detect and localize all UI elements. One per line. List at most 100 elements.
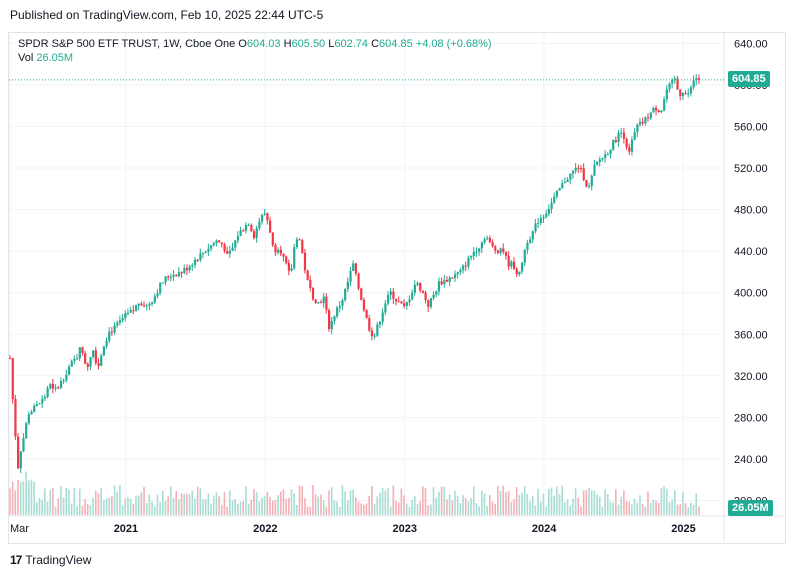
volume-bar (346, 500, 349, 515)
volume-bar (70, 503, 73, 515)
candle-body (151, 302, 154, 304)
candle-body (327, 309, 331, 330)
volume-bar (255, 492, 258, 515)
candle-body (550, 202, 553, 209)
candle-body (314, 299, 317, 303)
candle-body (400, 301, 403, 304)
volume-bar (590, 490, 593, 515)
candle-body (346, 281, 349, 289)
volume-bar (615, 489, 617, 515)
volume-bar (137, 495, 140, 515)
candle-body (344, 288, 347, 301)
volume-bar (572, 498, 574, 515)
candle-body (386, 294, 390, 304)
high-label: H (283, 38, 292, 50)
candle-body (486, 237, 489, 239)
candle-body (140, 303, 143, 306)
candle-body (630, 139, 634, 152)
candle-body (376, 324, 379, 336)
volume-bar (577, 497, 580, 515)
volume-bar (60, 485, 62, 515)
candle-body (521, 262, 524, 272)
volume-bar (330, 487, 333, 515)
candle-body (424, 292, 427, 301)
last-price-tag: 604.85 (728, 70, 770, 87)
volume-bar (304, 498, 306, 515)
candle-body (590, 175, 593, 187)
candle-body (421, 290, 425, 293)
candle-body (445, 279, 449, 282)
volume-bar (54, 506, 57, 515)
candle-body (617, 132, 620, 142)
volume-bar (188, 494, 191, 515)
volume-bar (443, 486, 446, 515)
volume-bar (204, 499, 207, 515)
candle-body (325, 296, 328, 310)
candle-body (341, 300, 344, 306)
candle-body (41, 398, 44, 404)
volume-bar (497, 485, 499, 515)
candle-body (285, 256, 288, 264)
tradingview-brand[interactable]: 17 TradingView (10, 553, 91, 567)
candle-body (295, 239, 299, 248)
volume-bar (296, 505, 298, 515)
volume-bar (11, 481, 14, 515)
candle-body (671, 80, 674, 84)
candle-body (121, 318, 124, 321)
volume-bar (531, 496, 534, 515)
candle-body (419, 283, 422, 291)
candle-body (453, 274, 457, 278)
x-tick-label: 2021 (114, 523, 138, 535)
candle-body (164, 276, 167, 283)
volume-bar (76, 506, 78, 515)
candle-body (403, 303, 406, 306)
volume-bar (585, 490, 588, 515)
volume-bar (156, 494, 159, 515)
volume-bar (266, 491, 269, 515)
volume-bar (229, 490, 231, 515)
volume-bar (191, 490, 194, 515)
volume-bar (440, 486, 443, 515)
volume-bar (159, 502, 161, 515)
volume-bar (451, 500, 454, 515)
volume-bar (419, 501, 421, 515)
volume-bar (325, 506, 328, 515)
candle-body (622, 132, 626, 139)
candle-body (352, 263, 355, 271)
candle-body (625, 138, 628, 148)
volume-bar (649, 503, 652, 515)
candle-body (413, 284, 416, 293)
candle-body (204, 251, 207, 254)
candle-body (435, 291, 438, 295)
candle-body (277, 249, 280, 253)
candle-body (73, 358, 76, 361)
volume-bar (245, 486, 247, 515)
candle-body (470, 256, 473, 258)
symbol-legend: SPDR S&P 500 ETF TRUST, 1W, Cboe One O60… (18, 36, 492, 52)
volume-bar (534, 505, 537, 515)
candle-body (378, 321, 382, 325)
candle-body (542, 216, 545, 219)
y-tick-label: 360.00 (734, 329, 768, 341)
candle-body (132, 310, 135, 312)
candle-body (100, 355, 103, 366)
volume-bar (456, 495, 459, 515)
candle-body (126, 312, 130, 314)
candle-body (437, 281, 441, 292)
candle-body (392, 291, 395, 299)
candle-body (673, 78, 677, 81)
volume-bar (491, 501, 494, 515)
volume-bar (274, 499, 277, 515)
volume-bar (529, 501, 531, 515)
y-tick-label: 400.00 (734, 288, 768, 300)
candle-body (84, 353, 87, 364)
volume-label: Vol (18, 52, 34, 64)
volume-bar (363, 504, 365, 515)
candle-body (488, 237, 492, 243)
volume-bar (663, 486, 665, 515)
candle-body (628, 147, 631, 152)
volume-bar (472, 486, 475, 515)
candle-body (641, 121, 644, 124)
candle-body (475, 251, 478, 253)
